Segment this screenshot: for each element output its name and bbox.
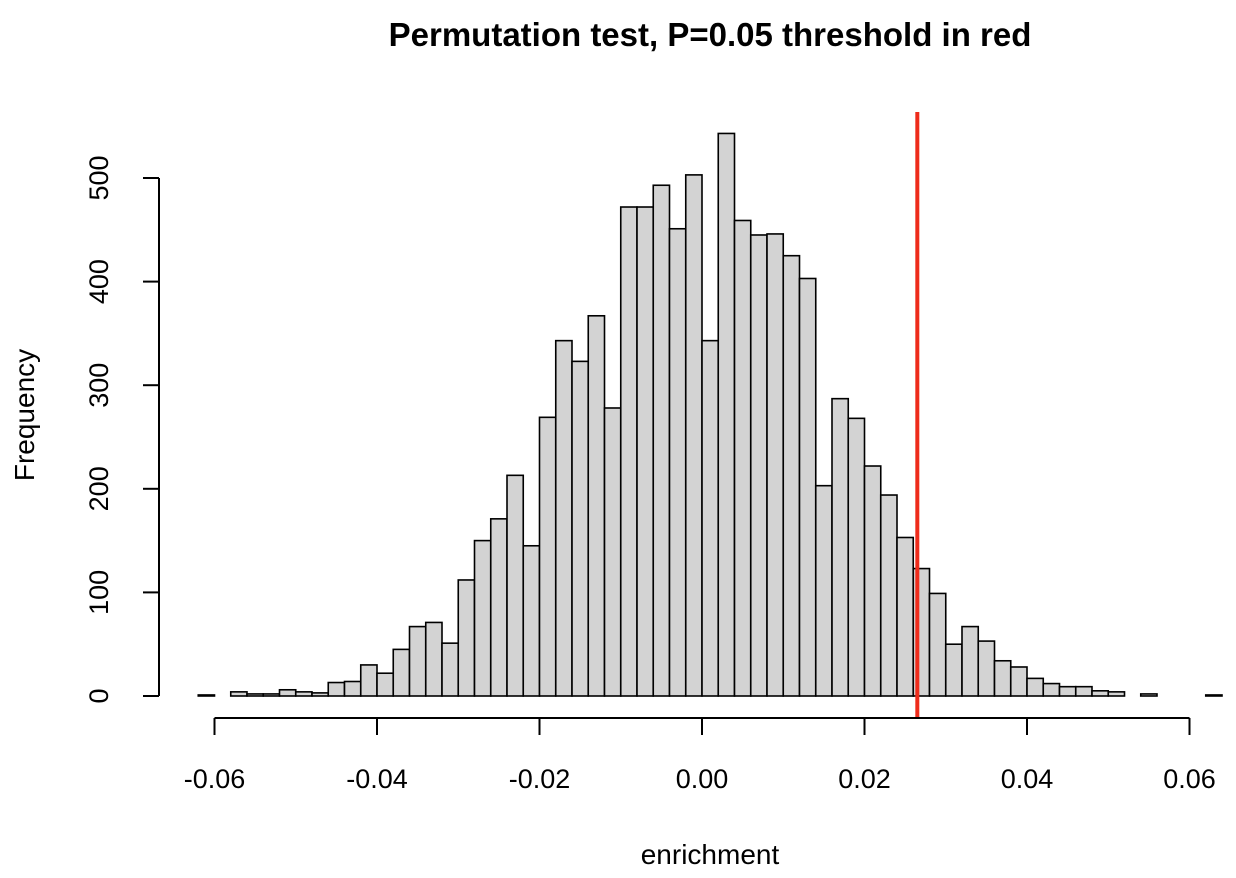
x-tick-label: 0.06 [1163,764,1216,794]
histogram-bar [538,416,557,697]
histogram-bar [1058,685,1077,697]
histogram-bar [392,648,411,697]
histogram-bar [489,518,508,697]
histogram-bar [376,672,395,697]
y-tick-label: 100 [84,570,114,615]
histogram-bar [554,339,573,697]
histogram-bar [1139,693,1158,697]
histogram-bar [1074,685,1093,697]
histogram-bar [424,621,443,697]
x-axis-label: enrichment [641,839,780,870]
histogram-bar [587,314,606,697]
x-tick-label: 0.04 [1001,764,1054,794]
chart-title: Permutation test, P=0.05 threshold in re… [389,16,1032,53]
histogram-bar [668,227,687,697]
histogram-bar [246,693,265,697]
histogram-bar [197,694,216,697]
histogram-bar [782,254,801,697]
histogram-bar [603,407,622,697]
histogram-bar [1091,690,1110,697]
histogram-bar [847,417,866,697]
x-tick-label: 0.00 [676,764,729,794]
histogram-bar [1204,694,1223,697]
histogram-bar [522,544,541,697]
histogram-bar [896,536,915,697]
y-tick-label: 300 [84,363,114,408]
histogram-bar [278,688,297,697]
histogram-bar [571,360,590,697]
histogram-bar [701,339,720,697]
y-tick-label: 500 [84,155,114,200]
x-tick-label: -0.02 [509,764,571,794]
y-axis: 0 100 200 300 400 500 [84,155,160,704]
histogram-bar [961,625,980,697]
histogram-bar [684,174,703,697]
histogram-bar [1107,691,1126,697]
histogram-bar [359,664,378,697]
histogram-bar [993,659,1012,697]
histogram-bar [473,539,492,697]
histogram-bar [944,643,963,697]
histogram-bar [766,233,785,697]
histogram-bar [879,494,898,697]
histogram-bar [506,474,525,697]
histogram-bar [717,132,736,697]
histogram-bar [311,692,330,697]
x-tick-label: -0.06 [184,764,246,794]
histogram-bar [928,592,947,697]
histogram-bar [636,206,655,697]
histogram-bar [343,680,362,697]
histogram-bar [619,206,638,697]
x-tick-label: 0.02 [838,764,891,794]
histogram-bar [408,625,427,697]
histogram-bar [863,465,882,697]
histogram-bar [1009,666,1028,697]
y-tick-label: 0 [84,688,114,703]
y-tick-label: 200 [84,466,114,511]
x-axis: -0.06 -0.04 -0.02 0.00 0.02 0.04 0.06 [184,717,1216,794]
histogram-bar [262,693,281,697]
histogram-bar [749,234,768,697]
histogram-bar [229,691,248,697]
histogram-bar [814,484,833,697]
histogram-bar [441,642,460,697]
x-tick-label: -0.04 [346,764,408,794]
y-tick-label: 400 [84,259,114,304]
histogram-bar [831,397,850,697]
histogram-bars [197,132,1223,697]
histogram-bar [327,681,346,697]
histogram-bar [733,219,752,697]
histogram-bar [652,184,671,697]
histogram-bar [977,640,996,697]
histogram-bar [294,691,313,697]
histogram-bar [798,277,817,697]
y-axis-label: Frequency [9,349,40,481]
histogram-bar [1042,682,1061,697]
histogram-bar [1026,677,1045,697]
histogram-bar [457,579,476,697]
